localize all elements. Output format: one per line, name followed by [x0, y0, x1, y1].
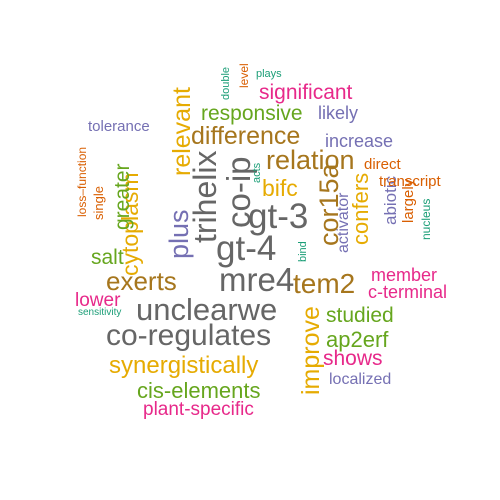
word-relation: relation: [266, 145, 355, 175]
word-double: double: [220, 66, 232, 100]
word-increase: increase: [325, 131, 394, 151]
word-unclearwe: unclearwe: [136, 292, 278, 327]
word-acts: acts: [251, 162, 263, 183]
word-single: single: [91, 186, 106, 220]
word-confers: confers: [348, 172, 373, 245]
word-loss-function: loss–function: [75, 146, 89, 217]
word-significant: significant: [259, 81, 353, 104]
word-exerts: exerts: [106, 266, 177, 296]
word-tolerance: tolerance: [88, 118, 150, 135]
word-co-regulates: co-regulates: [106, 319, 272, 352]
word-difference: difference: [191, 122, 301, 150]
word-mre4: mre4: [219, 261, 295, 298]
word-ap2erf: ap2erf: [326, 327, 389, 352]
word-improve: improve: [297, 306, 325, 395]
word-responsive: responsive: [201, 102, 303, 125]
word-gt-3: gt-3: [248, 197, 309, 236]
word-activator: activator: [335, 192, 352, 253]
word-salt: salt: [91, 246, 124, 269]
word-direct: direct: [364, 156, 401, 173]
word-shows: shows: [323, 347, 383, 370]
word-transcript: transcript: [379, 173, 441, 190]
word-plant-specific: plant-specific: [143, 399, 254, 420]
word-cis-elements: cis-elements: [137, 378, 261, 403]
word-largely: largely: [400, 178, 417, 223]
word-member: member: [371, 265, 438, 285]
word-sensitivity: sensitivity: [78, 307, 122, 318]
word-level: level: [237, 63, 251, 88]
word-nucleus: nucleus: [419, 198, 433, 240]
word-lower: lower: [75, 290, 121, 311]
word-studied: studied: [326, 304, 394, 327]
word-plays: plays: [256, 68, 282, 80]
word-c-terminal: c-terminal: [368, 282, 448, 302]
word-greater: greater: [111, 163, 134, 230]
word-bind: bind: [297, 241, 309, 262]
word-localized: localized: [329, 371, 392, 388]
word-relevant: relevant: [168, 87, 196, 176]
word-tem2: tem2: [293, 268, 356, 299]
word-synergistically: synergistically: [109, 352, 259, 379]
word-bifc: bifc: [262, 175, 298, 201]
word-plus: plus: [164, 209, 194, 259]
word-likely: likely: [318, 103, 359, 123]
word-gt-4: gt-4: [216, 229, 277, 268]
